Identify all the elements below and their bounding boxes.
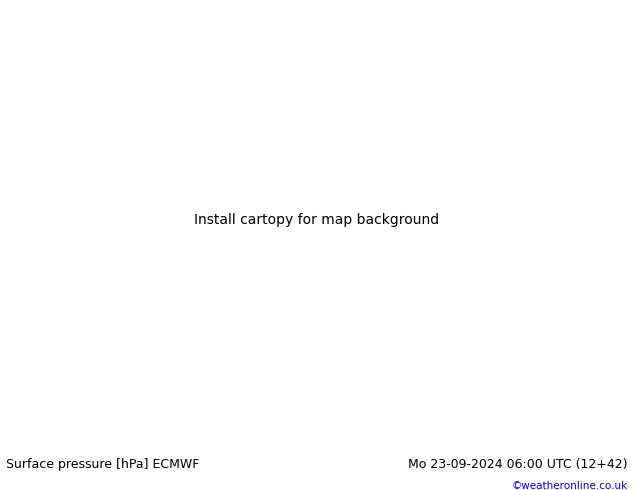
- Text: ©weatheronline.co.uk: ©weatheronline.co.uk: [512, 481, 628, 490]
- Text: Surface pressure [hPa] ECMWF: Surface pressure [hPa] ECMWF: [6, 458, 200, 471]
- Text: Mo 23-09-2024 06:00 UTC (12+42): Mo 23-09-2024 06:00 UTC (12+42): [408, 458, 628, 471]
- Text: Install cartopy for map background: Install cartopy for map background: [195, 213, 439, 227]
